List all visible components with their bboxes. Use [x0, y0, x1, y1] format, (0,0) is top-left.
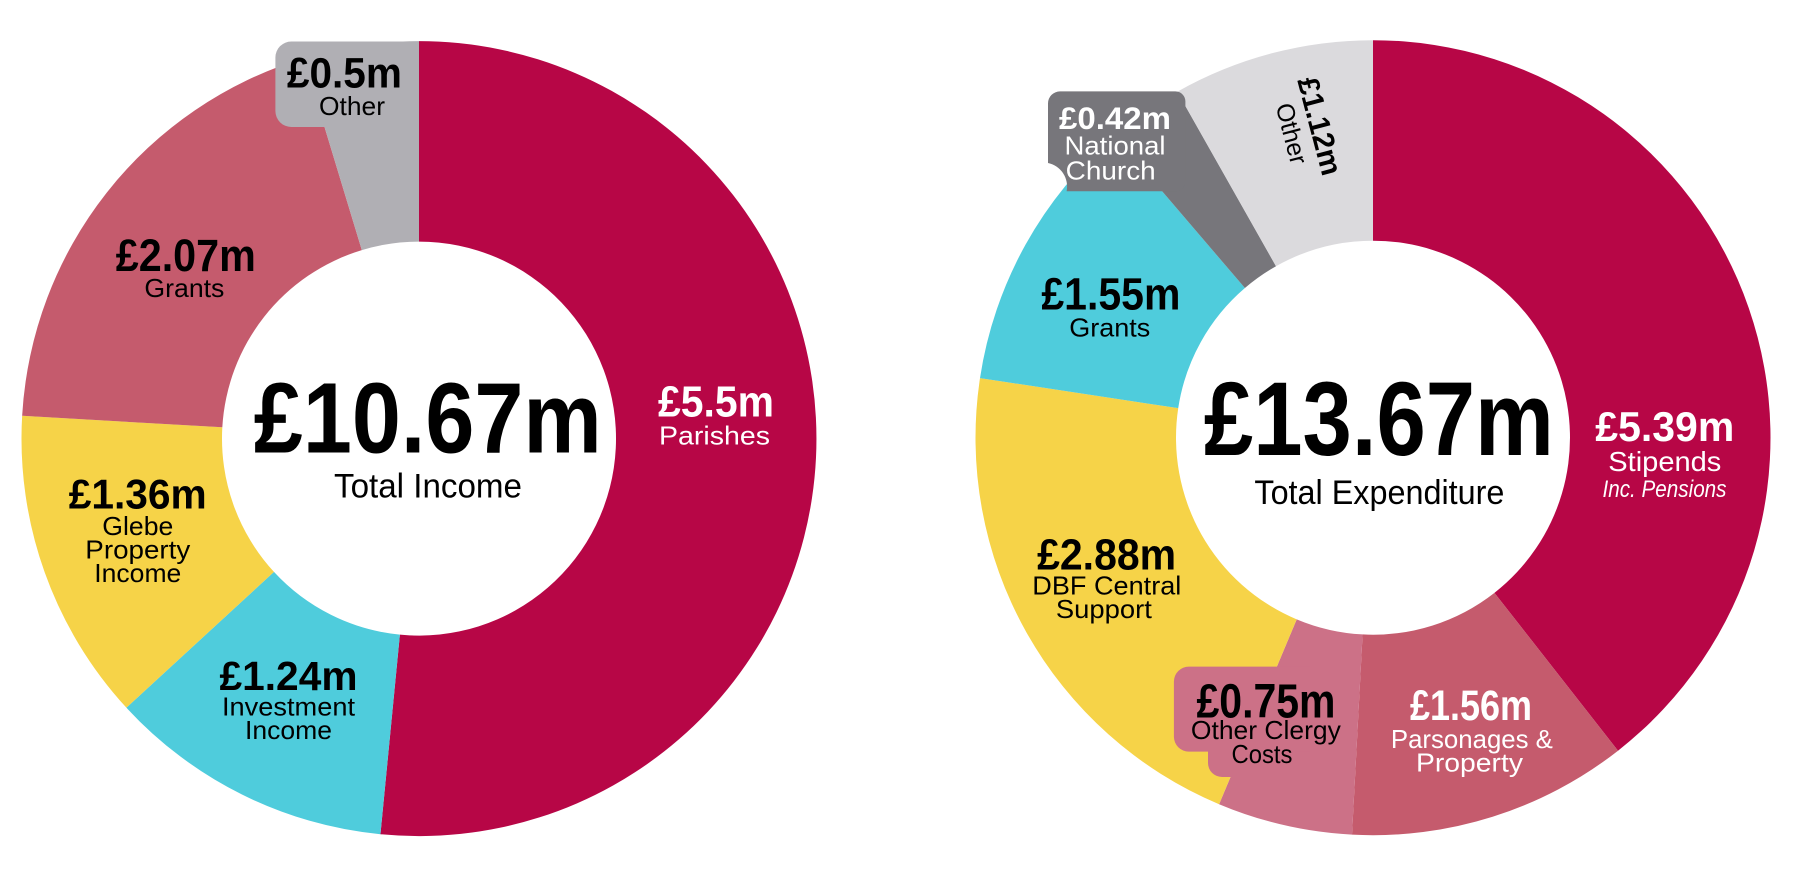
svg-text:Total Income: Total Income	[334, 468, 522, 506]
svg-text:Property: Property	[1416, 748, 1523, 778]
svg-text:£1.56m: £1.56m	[1410, 682, 1532, 730]
svg-text:Grants: Grants	[1069, 313, 1150, 343]
svg-text:Income: Income	[94, 558, 181, 588]
svg-text:£0.75m: £0.75m	[1197, 676, 1336, 729]
svg-text:Glebe: Glebe	[102, 511, 173, 541]
svg-text:Other Clergy: Other Clergy	[1191, 715, 1341, 745]
svg-text:Investment: Investment	[222, 692, 356, 722]
svg-text:£0.5m: £0.5m	[287, 50, 402, 98]
svg-text:Other: Other	[319, 91, 385, 121]
svg-text:Parishes: Parishes	[659, 420, 770, 450]
svg-text:Total Expenditure: Total Expenditure	[1254, 474, 1504, 512]
svg-text:Costs: Costs	[1232, 739, 1293, 769]
svg-text:£13.67m: £13.67m	[1204, 361, 1554, 478]
svg-text:Income: Income	[245, 715, 332, 745]
svg-text:Church: Church	[1066, 155, 1156, 185]
svg-text:DBF Central: DBF Central	[1032, 570, 1181, 600]
svg-text:£1.24m: £1.24m	[220, 653, 358, 699]
svg-text:£2.88m: £2.88m	[1037, 530, 1176, 579]
svg-text:£5.39m: £5.39m	[1595, 403, 1734, 450]
svg-text:Grants: Grants	[144, 273, 224, 303]
svg-text:£0.42m: £0.42m	[1059, 101, 1171, 136]
svg-text:Stipends: Stipends	[1608, 446, 1721, 477]
svg-text:£2.07m: £2.07m	[116, 230, 256, 281]
svg-text:Support: Support	[1056, 594, 1153, 624]
svg-text:Inc. Pensions: Inc. Pensions	[1603, 476, 1727, 503]
svg-text:£5.5m: £5.5m	[658, 378, 774, 427]
svg-text:National: National	[1065, 131, 1166, 161]
svg-text:Property: Property	[85, 535, 190, 565]
svg-text:£1.55m: £1.55m	[1041, 269, 1180, 320]
svg-text:Parsonages &: Parsonages &	[1391, 724, 1553, 754]
svg-text:£1.36m: £1.36m	[69, 470, 207, 517]
svg-text:£10.67m: £10.67m	[254, 362, 602, 474]
